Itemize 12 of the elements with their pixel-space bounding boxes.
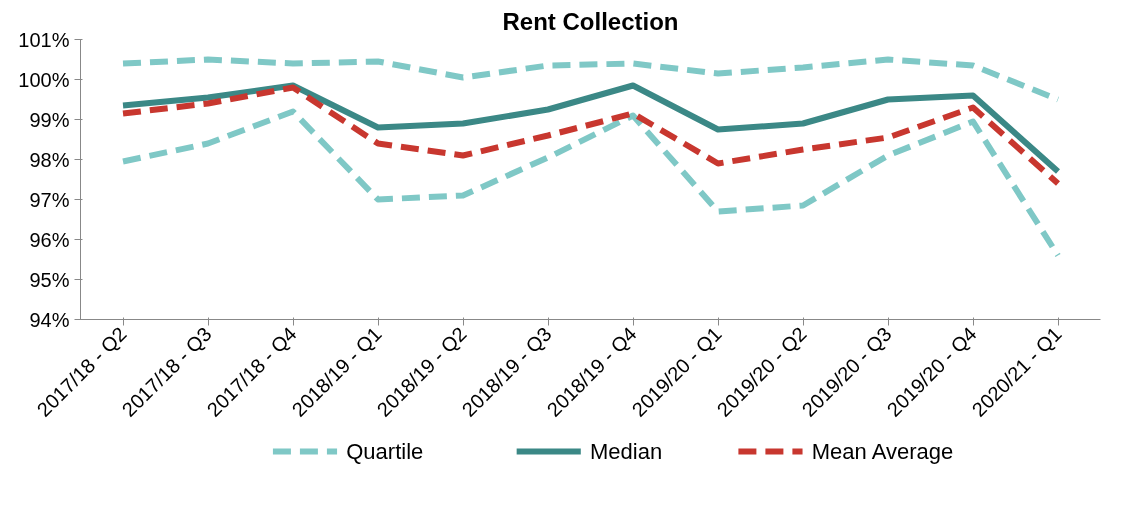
y-tick-label: 94% xyxy=(29,308,70,331)
y-tick-label: 100% xyxy=(18,68,70,91)
y-tick-label: 96% xyxy=(29,228,70,251)
legend-label: Median xyxy=(589,439,663,464)
y-tick-label: 95% xyxy=(29,268,70,291)
y-tick-label: 98% xyxy=(29,148,70,171)
chart-title: Rent Collection xyxy=(502,7,679,35)
y-tick-label: 97% xyxy=(29,188,70,211)
y-tick-label: 101% xyxy=(18,28,70,51)
legend-label: Quartile xyxy=(346,439,424,464)
y-tick-label: 99% xyxy=(29,108,70,131)
legend-label: Mean Average xyxy=(811,439,954,464)
